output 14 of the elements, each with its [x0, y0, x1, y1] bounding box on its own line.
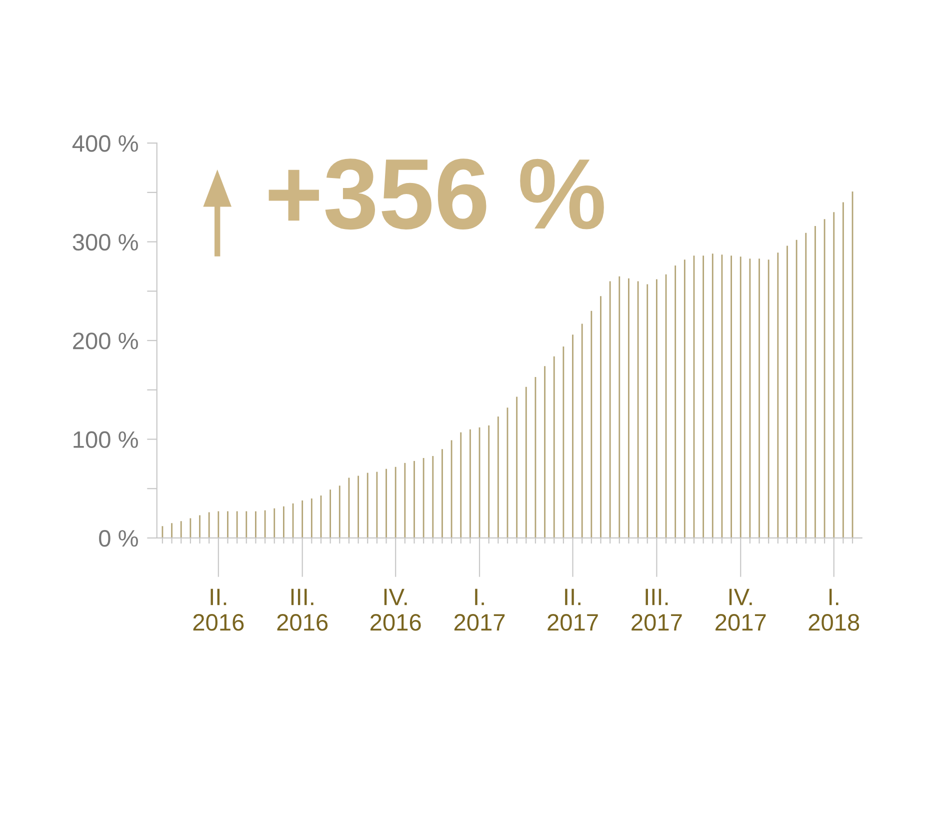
y-tick-label: 0 % — [99, 530, 138, 547]
x-tick-label: I. 2017 — [454, 588, 505, 631]
x-tick-label: IV. 2016 — [370, 588, 421, 631]
y-tick-label: 100 % — [74, 431, 138, 448]
y-tick-label: 200 % — [73, 332, 138, 350]
y-tick-label: 400 % — [72, 135, 138, 152]
x-tick-label: IV. 2017 — [716, 588, 766, 631]
x-tick-label: II. 2017 — [548, 588, 598, 631]
x-tick-label: III. 2017 — [632, 588, 682, 631]
x-tick-label: I. 2018 — [808, 588, 860, 631]
annotation: +356 % — [268, 158, 604, 230]
x-tick-label: II. 2016 — [193, 588, 244, 631]
y-tick-label: 300 % — [72, 234, 138, 251]
x-tick-label: III. 2016 — [277, 588, 328, 631]
